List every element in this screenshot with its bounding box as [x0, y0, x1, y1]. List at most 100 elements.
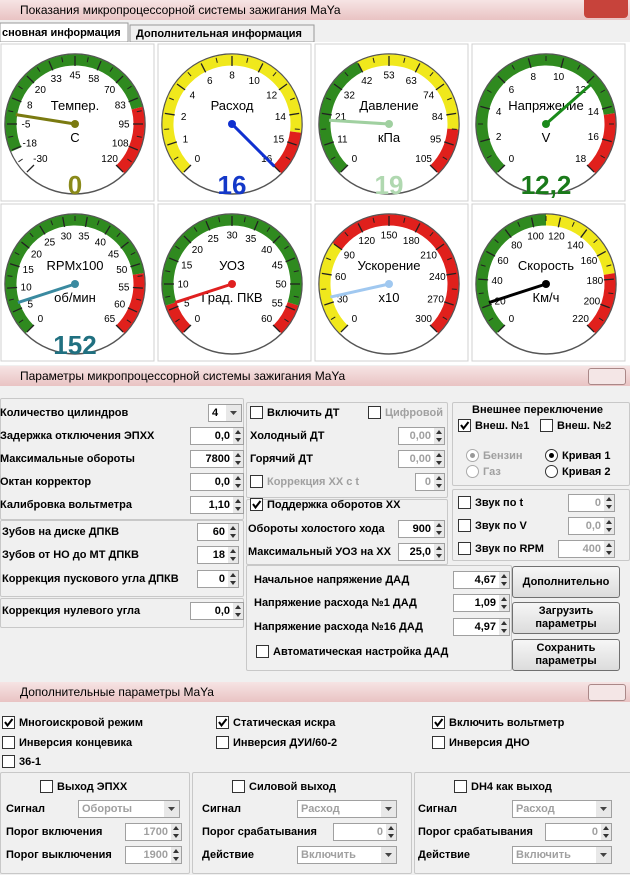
- input-box[interactable]: Расход: [512, 800, 612, 818]
- checkbox[interactable]: [40, 780, 53, 793]
- close-button[interactable]: [584, 0, 628, 18]
- spin-arrows[interactable]: [228, 547, 238, 563]
- tab-label[interactable]: сновная информация: [2, 27, 121, 39]
- input-box[interactable]: 0,0: [190, 427, 244, 445]
- spin-arrows[interactable]: [601, 824, 611, 840]
- checkbox[interactable]: [2, 716, 15, 729]
- input-box[interactable]: 0: [568, 494, 615, 512]
- input-box[interactable]: 1900: [125, 846, 182, 864]
- input-box[interactable]: 0: [545, 823, 612, 841]
- input-box[interactable]: 1,09: [453, 594, 510, 612]
- checkbox[interactable]: [540, 419, 553, 432]
- spin-arrows[interactable]: [233, 474, 243, 490]
- combo-arrows[interactable]: [596, 847, 611, 863]
- spin-arrows[interactable]: [171, 824, 181, 840]
- gauge-tick: [168, 305, 179, 311]
- checkbox[interactable]: [368, 406, 381, 419]
- combo-arrows[interactable]: [226, 405, 241, 421]
- spin-arrows[interactable]: [499, 619, 509, 635]
- input-box[interactable]: 0,00: [398, 427, 445, 445]
- input-box[interactable]: 18: [197, 546, 239, 564]
- checkbox[interactable]: [458, 496, 471, 509]
- checkbox[interactable]: [232, 780, 245, 793]
- tab-label[interactable]: Дополнительная информация: [136, 28, 302, 40]
- spin-arrows[interactable]: [233, 428, 243, 444]
- gauge-minor-tick: [478, 292, 484, 295]
- checkbox[interactable]: [432, 716, 445, 729]
- input-box[interactable]: 0,00: [398, 450, 445, 468]
- input-box[interactable]: 4,67: [453, 571, 510, 589]
- button[interactable]: Сохранить параметры: [512, 639, 620, 671]
- spin-arrows[interactable]: [171, 847, 181, 863]
- spin-arrows[interactable]: [499, 595, 509, 611]
- radio[interactable]: [466, 449, 479, 462]
- checkbox[interactable]: [2, 755, 15, 768]
- input-box[interactable]: 1,10: [190, 496, 244, 514]
- arrow: [436, 453, 442, 457]
- spin-arrows[interactable]: [434, 521, 444, 537]
- close-button[interactable]: [588, 368, 626, 385]
- checkbox[interactable]: [458, 419, 471, 432]
- radio[interactable]: [545, 449, 558, 462]
- checkbox[interactable]: [2, 736, 15, 749]
- spin-arrows[interactable]: [233, 451, 243, 467]
- input-box[interactable]: 4: [208, 404, 242, 422]
- combo-arrows[interactable]: [596, 801, 611, 817]
- button[interactable]: Дополнительно: [512, 566, 620, 598]
- input-box[interactable]: 0: [415, 473, 445, 491]
- spin-arrows[interactable]: [386, 824, 396, 840]
- spin-arrows[interactable]: [233, 497, 243, 513]
- input-box[interactable]: 900: [398, 520, 445, 538]
- checkbox[interactable]: [458, 542, 471, 555]
- checkbox[interactable]: [250, 406, 263, 419]
- spin-arrows[interactable]: [604, 518, 614, 534]
- input-box[interactable]: 0,0: [190, 602, 244, 620]
- gauge-minor-tick: [136, 110, 142, 113]
- gauge-tick-label: -18: [23, 138, 38, 149]
- checkbox[interactable]: [256, 645, 269, 658]
- input-box[interactable]: 60: [197, 523, 239, 541]
- spin-arrows[interactable]: [434, 428, 444, 444]
- input-value: 4: [212, 407, 219, 419]
- checkbox[interactable]: [432, 736, 445, 749]
- spin-arrows[interactable]: [228, 571, 238, 587]
- close-button[interactable]: [588, 684, 626, 701]
- button[interactable]: Загрузить параметры: [512, 602, 620, 634]
- spin-arrows[interactable]: [434, 474, 444, 490]
- input-box[interactable]: Обороты: [78, 800, 180, 818]
- spin-arrows[interactable]: [604, 495, 614, 511]
- input-box[interactable]: Включить: [512, 846, 612, 864]
- label: Автоматическая настройка ДАД: [273, 646, 449, 658]
- input-box[interactable]: 25,0: [398, 543, 445, 561]
- spin-arrows[interactable]: [228, 524, 238, 540]
- input-box[interactable]: Расход: [297, 800, 397, 818]
- checkbox[interactable]: [458, 519, 471, 532]
- input-box[interactable]: Включить: [297, 846, 397, 864]
- combo-arrows[interactable]: [381, 801, 396, 817]
- checkbox[interactable]: [250, 498, 263, 511]
- checkbox[interactable]: [454, 780, 467, 793]
- spin-arrows[interactable]: [434, 451, 444, 467]
- combo-arrows[interactable]: [164, 801, 179, 817]
- input-box[interactable]: 4,97: [453, 618, 510, 636]
- spin-arrows[interactable]: [233, 603, 243, 619]
- input-box[interactable]: 7800: [190, 450, 244, 468]
- input-box[interactable]: 400: [558, 540, 615, 558]
- radio[interactable]: [545, 465, 558, 478]
- gauge-label: Ускорение: [357, 258, 420, 273]
- input-box[interactable]: 1700: [125, 823, 182, 841]
- checkbox[interactable]: [216, 716, 229, 729]
- checkbox[interactable]: [250, 475, 263, 488]
- spin-arrows[interactable]: [604, 541, 614, 557]
- gauge-minor-tick: [447, 97, 453, 101]
- gauge-tick: [26, 164, 35, 173]
- checkbox[interactable]: [216, 736, 229, 749]
- input-box[interactable]: 0: [333, 823, 397, 841]
- spin-arrows[interactable]: [434, 544, 444, 560]
- input-box[interactable]: 0,0: [568, 517, 615, 535]
- spin-arrows[interactable]: [499, 572, 509, 588]
- combo-arrows[interactable]: [381, 847, 396, 863]
- radio[interactable]: [466, 465, 479, 478]
- input-box[interactable]: 0: [197, 570, 239, 588]
- input-box[interactable]: 0,0: [190, 473, 244, 491]
